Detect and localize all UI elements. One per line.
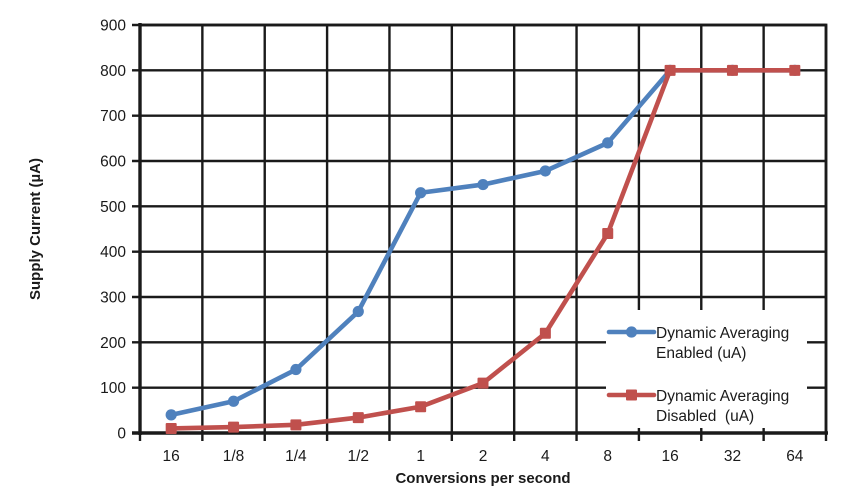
data-series [165,64,801,434]
data-point-square [539,327,551,339]
x-tick-label: 1/2 [347,448,369,465]
legend-label: Enabled (uA) [656,345,746,362]
y-axis-title: Supply Current (µA) [27,158,44,300]
x-tick-label: 4 [541,448,550,465]
data-point-square [726,64,738,76]
y-tick-label: 100 [100,380,126,397]
y-tick-label: 700 [100,108,126,125]
data-point-circle [415,187,427,199]
legend-label: Disabled (uA) [656,408,754,425]
x-tick-label: 1 [416,448,425,465]
legend-item-disabled: Dynamic Averaging Disabled (uA) [606,388,789,425]
data-point-square [290,419,302,431]
tick-labels: 0 100 200 300 400 500 600 700 800 900 16 1/8 1/4 1/2 1… [100,18,804,466]
x-axis-title: Conversions per second [395,470,570,487]
data-point-circle [477,178,489,191]
y-tick-label: 800 [100,63,126,80]
data-point-square [602,228,614,240]
legend-marker-square [626,389,637,401]
legend-marker-circle [625,326,638,338]
x-tick-label: 16 [163,448,180,465]
x-tick-label: 64 [786,448,804,465]
data-point-square [415,401,427,413]
x-tick-label: 1/4 [285,448,307,465]
y-tick-label: 200 [100,335,126,352]
data-point-square [228,421,240,433]
y-tick-label: 500 [100,199,126,216]
data-point-square [352,412,364,424]
x-tick-label: 16 [661,448,678,465]
data-point-square [664,64,676,76]
data-point-square [165,422,177,434]
legend-label: Dynamic Averaging [656,325,789,342]
data-point-circle [539,165,551,177]
data-point-circle [352,305,364,318]
y-tick-label: 900 [100,18,126,35]
legend-item-enabled: Dynamic Averaging Enabled (uA) [606,325,789,362]
x-tick-label: 32 [724,448,741,465]
y-tick-label: 0 [117,426,126,443]
legend-background [606,310,807,428]
y-tick-label: 600 [100,154,126,171]
x-tick-label: 1/8 [223,448,245,465]
legend-label: Dynamic Averaging [656,388,789,405]
y-tick-label: 300 [100,290,126,307]
data-point-circle [290,363,302,376]
data-point-circle [227,395,240,407]
legend-backdrop [606,310,807,428]
plot-border [132,23,828,435]
x-tick-label: 2 [479,448,488,465]
data-point-circle [165,409,177,421]
y-tick-label: 400 [100,244,126,261]
data-point-square [789,64,801,76]
data-point-square [477,377,489,389]
x-tick-label: 8 [603,448,612,465]
data-point-circle [602,137,614,149]
